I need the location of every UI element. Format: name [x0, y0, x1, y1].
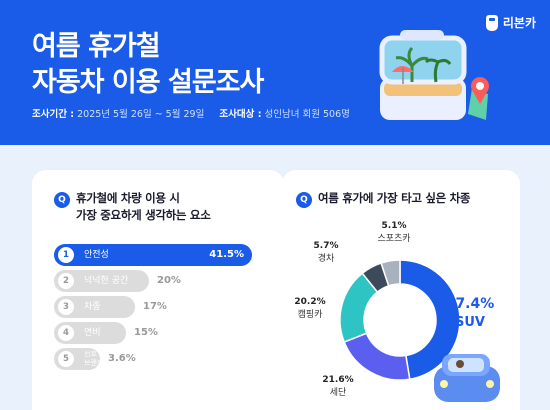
bar-label: 넉넉한 공간: [84, 276, 129, 286]
bar-rank: 3: [58, 299, 74, 315]
bar-rank: 5: [58, 351, 74, 367]
brand-logo: 리본카: [485, 14, 536, 31]
bar: 2 넉넉한 공간: [54, 270, 149, 292]
donut-category-label: 스포츠카: [377, 233, 410, 244]
bar-rank: 1: [58, 247, 74, 263]
period-value: 2025년 5월 26일 ~ 5월 29일: [77, 109, 205, 120]
bar: 1 안전성 41.5%: [54, 244, 252, 266]
donut-value-label: 47.4%: [446, 296, 495, 312]
suitcase-beach-illustration: [379, 30, 489, 120]
question-line-1: 휴가철에 차량 이용 시: [76, 191, 180, 205]
bar-value-label: 17%: [143, 301, 167, 312]
bar-label: 연비: [84, 328, 101, 338]
question-badge: Q: [54, 192, 70, 208]
question-text: 휴가철에 차량 이용 시 가장 중요하게 생각하는 요소: [76, 190, 211, 224]
bar-value-label: 15%: [134, 327, 158, 338]
title-line-2: 자동차 이용 설문조사: [32, 67, 264, 98]
preferred-car-type-card: Q 여름 휴가에 가장 타고 싶은 차종 47.4% SUV 21.6% 세단 20.2…: [282, 170, 520, 410]
period-label: 조사기간 :: [32, 109, 75, 120]
donut-category-label: 세단: [330, 387, 347, 398]
bar-rank: 2: [58, 273, 74, 289]
question-line-2: 가장 중요하게 생각하는 요소: [76, 208, 211, 222]
donut-category-label: 캠핑카: [298, 308, 323, 320]
donut-slice: [380, 259, 401, 287]
title-line-1: 여름 휴가철: [32, 31, 161, 62]
donut-value-label: 21.6%: [322, 375, 353, 385]
donut-value-label: 20.2%: [294, 297, 325, 307]
donut-value-label: 5.1%: [382, 221, 407, 231]
car-type-donut-chart: 47.4% SUV 21.6% 세단 20.2%캠핑카 5.7%경차 5.1% 스포츠카: [294, 221, 500, 402]
bar-label: 안전성: [84, 250, 109, 260]
donut-category-label: SUV: [455, 315, 485, 330]
bar-label: 차종: [84, 302, 101, 312]
donut-slice: [343, 332, 411, 381]
bar: 3 차종: [54, 296, 135, 318]
bar-value-label: 41.5%: [209, 249, 244, 260]
donut-slice: [399, 259, 461, 381]
target-value: 성인남녀 회원 506명: [264, 109, 350, 120]
bar-label: 선호 브랜드: [84, 350, 104, 367]
bar: 4 연비: [54, 322, 126, 344]
bar-value-label: 3.6%: [108, 353, 136, 364]
question-text: 여름 휴가에 가장 타고 싶은 차종: [318, 191, 471, 205]
brand-mark-icon: [485, 14, 498, 31]
bar-value-label: 20%: [157, 275, 181, 286]
brand-name: 리본카: [502, 16, 536, 30]
question-badge: Q: [296, 192, 312, 208]
bar: 5 선호 브랜드: [54, 348, 104, 370]
survey-meta: 조사기간 : 2025년 5월 26일 ~ 5월 29일 조사대상 : 성인남녀…: [32, 106, 350, 120]
donut-value-label: 5.7%: [314, 241, 339, 251]
header-banner: 여름 휴가철 자동차 이용 설문조사 조사기간 : 2025년 5월 26일 ~…: [0, 0, 550, 145]
target-label: 조사대상 :: [219, 109, 262, 120]
importance-factors-card: Q 휴가철에 차량 이용 시 가장 중요하게 생각하는 요소 1 안전성 41.5%…: [32, 170, 284, 410]
donut-category-label: 경차: [318, 252, 335, 264]
bar-rank: 4: [58, 325, 74, 341]
car-illustration: [434, 354, 500, 402]
